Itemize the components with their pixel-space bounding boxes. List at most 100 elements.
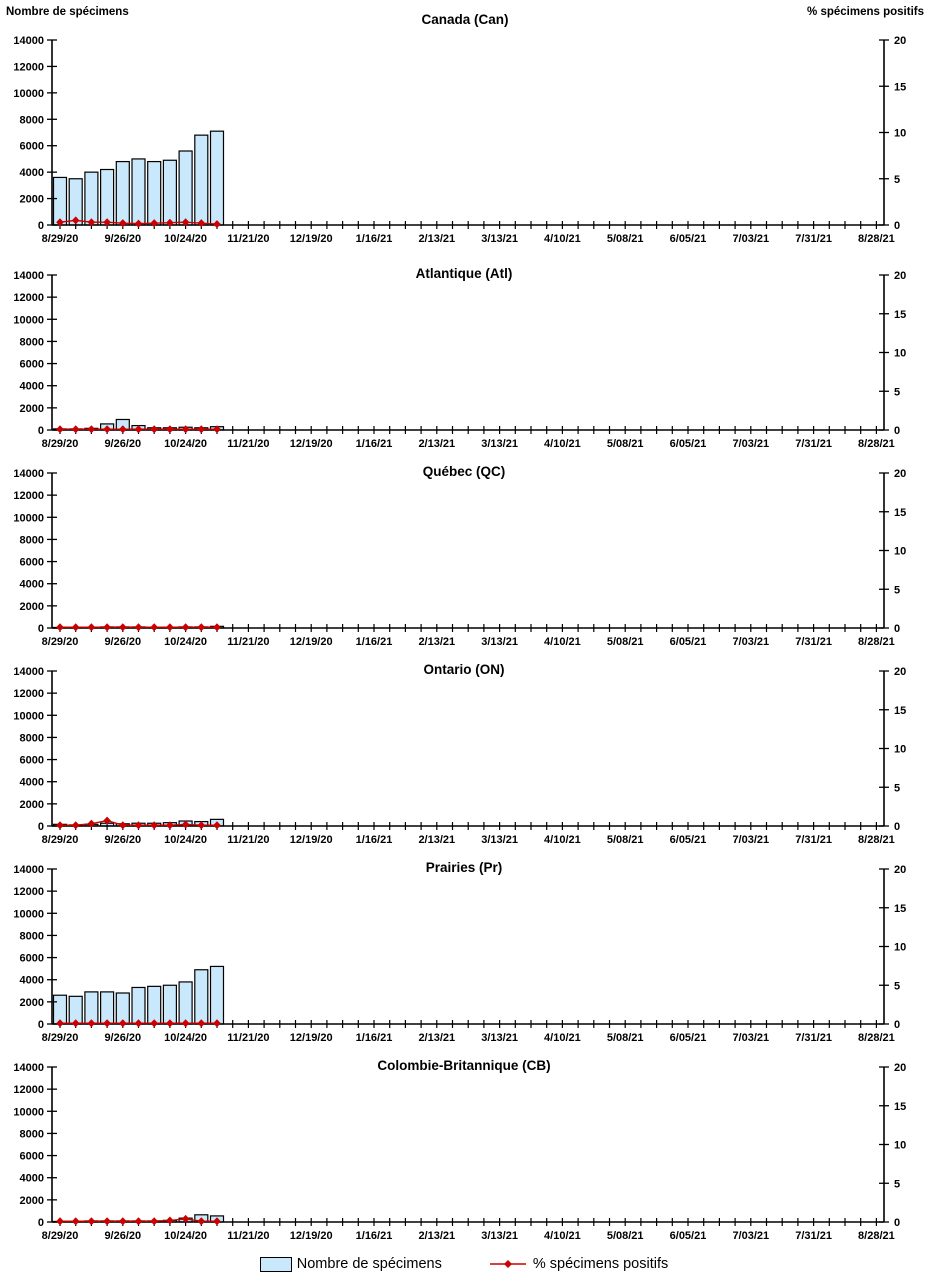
svg-text:7/03/21: 7/03/21 [732, 438, 769, 450]
svg-text:2/13/21: 2/13/21 [418, 233, 455, 245]
svg-text:11/21/20: 11/21/20 [227, 438, 269, 450]
svg-text:9/26/20: 9/26/20 [104, 1230, 141, 1242]
svg-text:8/28/21: 8/28/21 [858, 834, 895, 846]
svg-text:4/10/21: 4/10/21 [544, 834, 581, 846]
svg-text:0: 0 [38, 623, 44, 635]
svg-text:14000: 14000 [13, 468, 44, 480]
svg-text:10: 10 [894, 546, 906, 558]
svg-text:10/24/20: 10/24/20 [164, 438, 207, 450]
svg-text:5/08/21: 5/08/21 [607, 636, 644, 648]
quebec-chart-plot: 0 2000 4000 6000 8000 10000 12000 14000 0 5 10 15 20… [13, 468, 906, 648]
svg-text:0: 0 [894, 1019, 900, 1031]
chart-panel-canada: 0 2000 4000 6000 8000 10000 12000 14000 0 5 10 15 20… [0, 0, 928, 258]
svg-text:0: 0 [894, 1217, 900, 1229]
svg-text:1/16/21: 1/16/21 [356, 636, 393, 648]
chart-panel-prairies: 0 2000 4000 6000 8000 10000 12000 14000 0 5 10 15 20… [0, 852, 928, 1050]
svg-text:8000: 8000 [20, 930, 44, 942]
svg-text:14000: 14000 [13, 864, 44, 876]
svg-text:10000: 10000 [13, 512, 44, 524]
svg-text:8/29/20: 8/29/20 [42, 438, 79, 450]
svg-text:1/16/21: 1/16/21 [356, 438, 393, 450]
svg-text:5/08/21: 5/08/21 [607, 438, 644, 450]
svg-text:2/13/21: 2/13/21 [418, 438, 455, 450]
chart-title-colombie-britannique: Colombie-Britannique (CB) [377, 1058, 551, 1073]
svg-text:2000: 2000 [20, 194, 44, 206]
svg-text:8/29/20: 8/29/20 [42, 834, 79, 846]
svg-text:12/19/20: 12/19/20 [290, 438, 333, 450]
canada-chart-plot: 0 2000 4000 6000 8000 10000 12000 14000 0 5 10 15 20… [13, 35, 906, 245]
svg-text:7/31/21: 7/31/21 [795, 438, 832, 450]
colombie-britannique-chart-plot: 0 2000 4000 6000 8000 10000 12000 14000 0 5 10 15 20… [13, 1062, 906, 1242]
svg-text:8000: 8000 [20, 732, 44, 744]
svg-text:2000: 2000 [20, 997, 44, 1009]
svg-text:14000: 14000 [13, 270, 44, 282]
svg-text:10000: 10000 [13, 908, 44, 920]
svg-text:4/10/21: 4/10/21 [544, 636, 581, 648]
svg-text:9/26/20: 9/26/20 [104, 834, 141, 846]
svg-text:9/26/20: 9/26/20 [104, 233, 141, 245]
svg-text:2/13/21: 2/13/21 [418, 1230, 455, 1242]
svg-text:6/05/21: 6/05/21 [670, 1230, 707, 1242]
svg-text:6000: 6000 [20, 359, 44, 371]
svg-text:7/03/21: 7/03/21 [732, 834, 769, 846]
svg-text:15: 15 [894, 507, 906, 519]
svg-text:7/03/21: 7/03/21 [732, 1032, 769, 1044]
svg-text:6/05/21: 6/05/21 [670, 438, 707, 450]
svg-text:4000: 4000 [20, 1173, 44, 1185]
svg-text:14000: 14000 [13, 1062, 44, 1074]
svg-text:1/16/21: 1/16/21 [356, 233, 393, 245]
svg-text:6000: 6000 [20, 953, 44, 965]
svg-text:12000: 12000 [13, 688, 44, 700]
svg-text:12000: 12000 [13, 292, 44, 304]
svg-text:6000: 6000 [20, 557, 44, 569]
svg-text:5/08/21: 5/08/21 [607, 1032, 644, 1044]
svg-text:10/24/20: 10/24/20 [164, 636, 207, 648]
svg-text:20: 20 [894, 666, 906, 678]
svg-text:8/29/20: 8/29/20 [42, 233, 79, 245]
svg-text:12000: 12000 [13, 61, 44, 73]
svg-text:5: 5 [894, 174, 900, 186]
svg-text:8/28/21: 8/28/21 [858, 233, 895, 245]
svg-text:12000: 12000 [13, 1084, 44, 1096]
prairies-chart-plot: 0 2000 4000 6000 8000 10000 12000 14000 0 5 10 15 20… [13, 864, 906, 1044]
svg-text:3/13/21: 3/13/21 [481, 1032, 518, 1044]
chart-panel-ontario: 0 2000 4000 6000 8000 10000 12000 14000 0 5 10 15 20… [0, 654, 928, 852]
chart-title-ontario: Ontario (ON) [423, 662, 505, 677]
svg-text:7/03/21: 7/03/21 [732, 233, 769, 245]
svg-text:12/19/20: 12/19/20 [290, 834, 333, 846]
chart-title-canada: Canada (Can) [421, 12, 509, 27]
svg-text:15: 15 [894, 903, 906, 915]
svg-text:2/13/21: 2/13/21 [418, 834, 455, 846]
legend-item-percent-positive: % spécimens positifs [488, 1256, 668, 1272]
svg-text:4000: 4000 [20, 167, 44, 179]
svg-text:3/13/21: 3/13/21 [481, 233, 518, 245]
svg-text:4000: 4000 [20, 381, 44, 393]
svg-text:6/05/21: 6/05/21 [670, 1032, 707, 1044]
atlantique-chart-plot: 0 2000 4000 6000 8000 10000 12000 14000 0 5 10 15 20… [13, 270, 906, 450]
chart-panel-atlantique: 0 2000 4000 6000 8000 10000 12000 14000 0 5 10 15 20… [0, 258, 928, 456]
svg-text:15: 15 [894, 705, 906, 717]
svg-text:0: 0 [894, 623, 900, 635]
svg-text:4/10/21: 4/10/21 [544, 233, 581, 245]
svg-text:15: 15 [894, 309, 906, 321]
svg-text:8000: 8000 [20, 336, 44, 348]
svg-text:12/19/20: 12/19/20 [290, 1230, 333, 1242]
svg-text:5/08/21: 5/08/21 [607, 834, 644, 846]
svg-text:7/31/21: 7/31/21 [795, 834, 832, 846]
bar-swatch-icon [259, 1256, 292, 1272]
svg-text:8/29/20: 8/29/20 [42, 636, 79, 648]
svg-text:6/05/21: 6/05/21 [670, 636, 707, 648]
svg-text:5: 5 [894, 1178, 900, 1190]
svg-text:8/29/20: 8/29/20 [42, 1230, 79, 1242]
svg-text:5: 5 [894, 584, 900, 596]
svg-text:9/26/20: 9/26/20 [104, 1032, 141, 1044]
svg-text:7/31/21: 7/31/21 [795, 636, 832, 648]
svg-text:8/28/21: 8/28/21 [858, 438, 895, 450]
svg-text:14000: 14000 [13, 666, 44, 678]
svg-text:2000: 2000 [20, 601, 44, 613]
svg-text:6000: 6000 [20, 1151, 44, 1163]
svg-text:7/03/21: 7/03/21 [732, 636, 769, 648]
svg-text:6/05/21: 6/05/21 [670, 834, 707, 846]
svg-text:2/13/21: 2/13/21 [418, 1032, 455, 1044]
ontario-chart-plot: 0 2000 4000 6000 8000 10000 12000 14000 0 5 10 15 20… [13, 666, 906, 846]
